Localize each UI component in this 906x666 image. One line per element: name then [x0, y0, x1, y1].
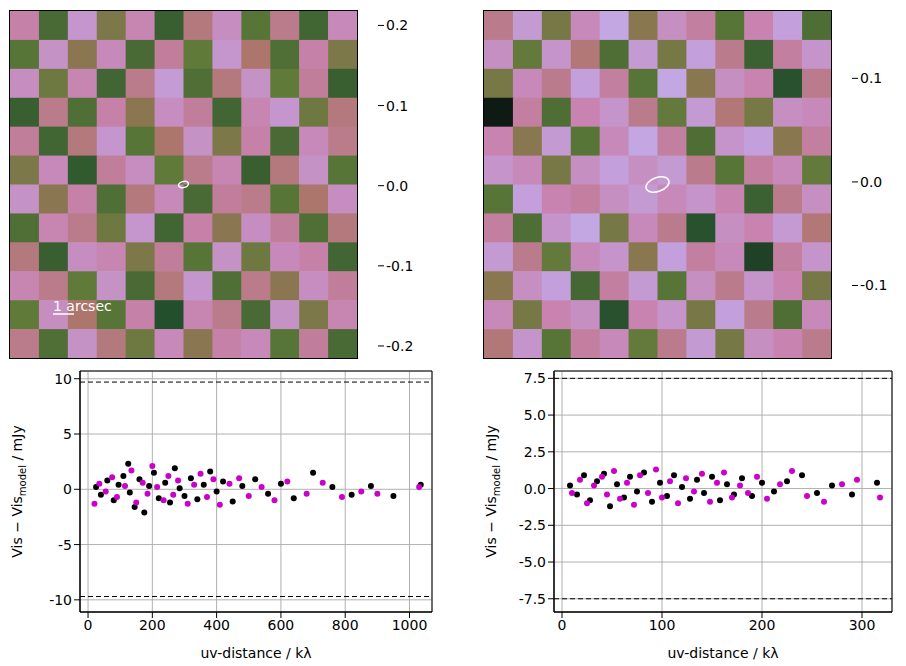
- svg-text:7.5: 7.5: [524, 370, 546, 386]
- svg-text:0: 0: [558, 617, 567, 633]
- svg-text:0: 0: [63, 481, 72, 497]
- svg-text:-10: -10: [49, 592, 72, 608]
- svg-text:200: 200: [139, 617, 166, 633]
- svg-text:uv-distance / kλ: uv-distance / kλ: [200, 645, 311, 661]
- svg-text:0.0: 0.0: [524, 481, 546, 497]
- svg-text:uv-distance / kλ: uv-distance / kλ: [667, 645, 778, 661]
- svg-text:1 arcsec: 1 arcsec: [53, 298, 112, 314]
- svg-text:Vis − Vismodel / mJy: Vis − Vismodel / mJy: [9, 425, 28, 557]
- svg-text:-5: -5: [58, 537, 72, 553]
- svg-text:0.0: 0.0: [386, 178, 408, 194]
- svg-text:0: 0: [84, 617, 93, 633]
- svg-text:2.5: 2.5: [524, 444, 546, 460]
- svg-text:10: 10: [54, 371, 72, 387]
- svg-text:-0.2: -0.2: [386, 338, 413, 354]
- svg-text:0.1: 0.1: [386, 98, 408, 114]
- svg-text:800: 800: [332, 617, 359, 633]
- svg-text:-0.1: -0.1: [386, 258, 413, 274]
- svg-text:-7.5: -7.5: [519, 591, 546, 607]
- svg-text:300: 300: [849, 617, 876, 633]
- svg-text:400: 400: [203, 617, 230, 633]
- svg-text:5: 5: [63, 426, 72, 442]
- svg-text:0.0: 0.0: [860, 174, 882, 190]
- svg-text:0.2: 0.2: [386, 17, 408, 33]
- svg-text:0.1: 0.1: [860, 70, 882, 86]
- svg-text:100: 100: [649, 617, 676, 633]
- svg-text:1000: 1000: [392, 617, 428, 633]
- svg-text:5.0: 5.0: [524, 407, 546, 423]
- svg-text:200: 200: [749, 617, 776, 633]
- svg-text:-5.0: -5.0: [519, 554, 546, 570]
- svg-text:Vis − Vismodel / mJy: Vis − Vismodel / mJy: [483, 425, 502, 557]
- svg-text:-0.1: -0.1: [860, 277, 887, 293]
- svg-text:-2.5: -2.5: [519, 517, 546, 533]
- svg-text:600: 600: [268, 617, 295, 633]
